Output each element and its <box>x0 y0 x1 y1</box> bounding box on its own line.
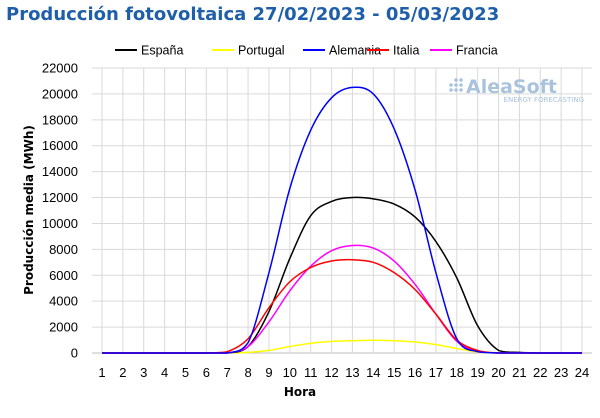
x-tick-label: 24 <box>575 365 589 380</box>
x-tick-label: 17 <box>429 365 443 380</box>
x-tick-label: 16 <box>408 365 422 380</box>
x-tick-label: 20 <box>491 365 505 380</box>
series-line-francia <box>102 244 582 354</box>
x-tick-label: 4 <box>161 365 168 380</box>
y-tick-label: 0 <box>71 346 78 361</box>
x-axis-label: Hora <box>284 385 316 399</box>
x-tick-label: 15 <box>387 365 401 380</box>
y-tick-label: 16000 <box>42 138 78 153</box>
y-tick-label: 14000 <box>42 164 78 179</box>
y-axis-label: Producción media (MWh) <box>22 125 36 295</box>
series-line-portugal <box>102 339 582 354</box>
legend: España Portugal Alemania Italia Francia <box>115 44 498 58</box>
x-tick-label: 22 <box>533 365 547 380</box>
x-tick-label: 23 <box>554 365 568 380</box>
y-tick-label: 10000 <box>42 216 78 231</box>
series-line-alemania <box>102 86 582 354</box>
y-tick-label: 2000 <box>49 320 78 335</box>
x-tick-label: 18 <box>450 365 464 380</box>
y-axis-ticks: 0 2000 4000 6000 8000 10000 12000 14000 16000 180… <box>42 61 78 361</box>
watermark-tagline: ENERGY FORECASTING <box>504 96 584 104</box>
legend-item-espana: España <box>115 44 183 58</box>
x-tick-label: 8 <box>244 365 251 380</box>
x-tick-label: 6 <box>203 365 210 380</box>
x-tick-label: 19 <box>470 365 484 380</box>
y-tick-label: 20000 <box>42 86 78 101</box>
watermark-logo: AleaSoft ENERGY FORECASTING <box>449 76 584 104</box>
watermark-brand: AleaSoft <box>466 76 557 98</box>
x-tick-label: 3 <box>140 365 147 380</box>
x-tick-label: 7 <box>224 365 231 380</box>
x-tick-label: 12 <box>324 365 338 380</box>
legend-item-francia: Francia <box>430 44 498 58</box>
legend-label: Portugal <box>238 44 285 58</box>
legend-item-alemania: Alemania <box>303 44 381 58</box>
legend-label: Italia <box>393 44 419 58</box>
legend-label: Alemania <box>329 44 381 58</box>
legend-item-portugal: Portugal <box>212 44 285 58</box>
grid <box>92 67 592 354</box>
x-axis-ticks: 1 2 3 4 5 6 7 8 9 10 11 12 13 14 15 16 17 18 19 20 21 22 23 24 <box>98 365 589 380</box>
legend-label: España <box>141 44 183 58</box>
x-tick-label: 1 <box>98 365 105 380</box>
y-tick-label: 8000 <box>49 242 78 257</box>
y-tick-label: 6000 <box>49 268 78 283</box>
y-tick-label: 4000 <box>49 294 78 309</box>
x-tick-label: 10 <box>283 365 297 380</box>
x-tick-label: 2 <box>119 365 126 380</box>
x-tick-label: 14 <box>366 365 380 380</box>
y-tick-label: 18000 <box>42 112 78 127</box>
x-tick-label: 11 <box>304 365 318 380</box>
legend-item-italia: Italia <box>367 44 419 58</box>
series-lines <box>102 86 582 354</box>
chart-title: Producción fotovoltaica 27/02/2023 - 05/… <box>6 4 500 25</box>
series-line-italia <box>102 258 582 354</box>
x-tick-label: 9 <box>265 365 272 380</box>
legend-label: Francia <box>456 44 498 58</box>
x-tick-label: 13 <box>345 365 359 380</box>
y-tick-label: 22000 <box>42 61 78 76</box>
y-tick-label: 12000 <box>42 190 78 205</box>
x-tick-label: 21 <box>512 365 526 380</box>
x-tick-label: 5 <box>182 365 189 380</box>
aleasoft-logo-icon <box>449 78 463 92</box>
